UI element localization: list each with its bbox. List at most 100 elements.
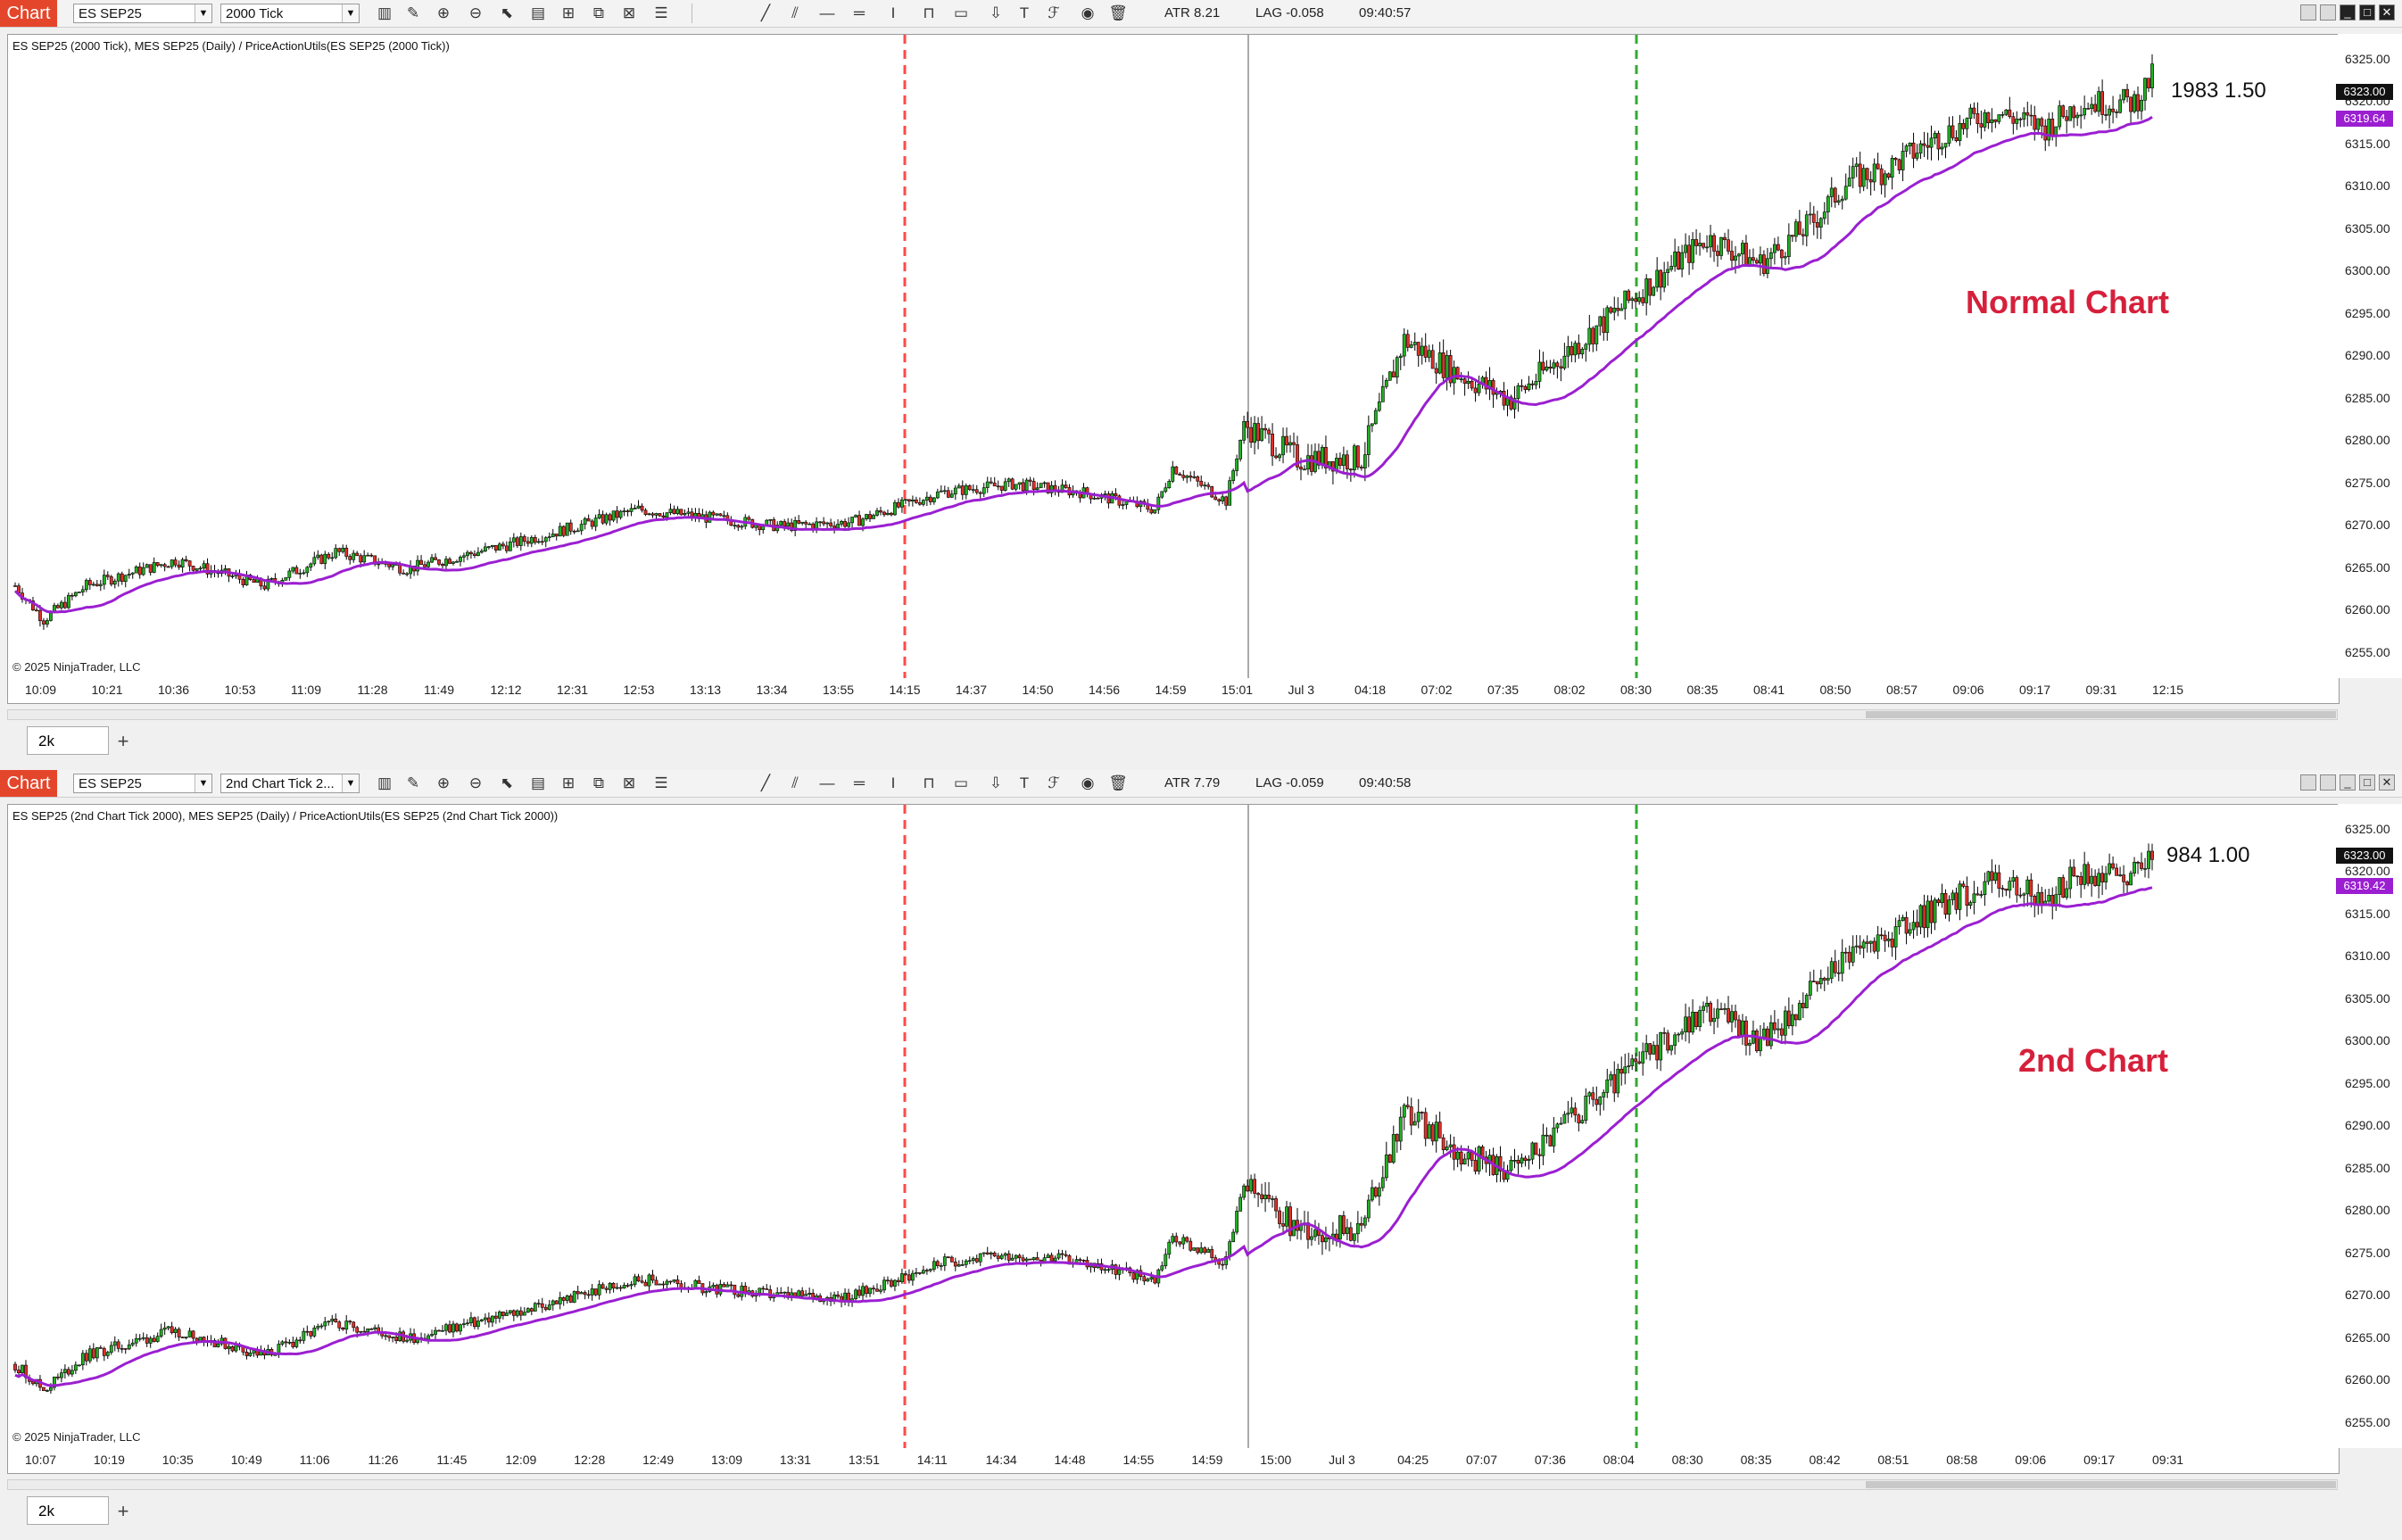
horizontal-line-icon[interactable]: —: [819, 4, 835, 21]
chevron-down-icon[interactable]: ▼: [342, 774, 359, 792]
candle-body: [1677, 251, 1681, 269]
indicators-icon[interactable]: ⊠: [622, 4, 636, 21]
text-tool-icon[interactable]: T: [1019, 4, 1030, 21]
candle-body: [1811, 981, 1816, 982]
tile-icon[interactable]: [2320, 774, 2336, 791]
rectangle-icon[interactable]: ▭: [953, 4, 969, 21]
strategies-icon[interactable]: ⧉: [592, 774, 605, 791]
fibonacci-icon[interactable]: ℱ: [1048, 774, 1060, 791]
price-chart[interactable]: [7, 804, 2340, 1450]
candle-body: [1299, 467, 1303, 470]
ray-tool-icon[interactable]: ⫽: [791, 774, 799, 791]
price-chart[interactable]: [7, 34, 2340, 680]
vertical-line-icon[interactable]: Ι: [890, 774, 896, 791]
candle-body: [2125, 882, 2129, 886]
line-tool-icon[interactable]: ╱: [760, 4, 771, 21]
ray-tool-icon[interactable]: ⫽: [791, 4, 799, 21]
arrow-down-icon[interactable]: ⇩: [989, 774, 1003, 791]
candle-body: [105, 575, 110, 577]
interval-selector[interactable]: 2nd Chart Tick 2... ▼: [220, 774, 360, 793]
instrument-selector[interactable]: ES SEP25 ▼: [73, 4, 212, 23]
candle-body: [323, 553, 327, 564]
candle-body: [843, 521, 847, 527]
candle-body: [551, 534, 555, 537]
ruler-icon[interactable]: ⊓: [923, 4, 935, 21]
trash-icon[interactable]: 🗑: [1108, 4, 1128, 21]
candle-body: [593, 517, 598, 527]
eye-icon[interactable]: ◉: [1081, 4, 1095, 21]
candle-body: [643, 1281, 648, 1287]
close-button[interactable]: ✕: [2379, 4, 2395, 21]
candle-body: [1933, 133, 1937, 139]
vertical-line-icon[interactable]: Ι: [890, 4, 896, 21]
candlestick-plot[interactable]: [8, 35, 2339, 679]
price-axis[interactable]: 6325.00 6320.00 6315.00 6310.00 6305.00 6300.…: [2338, 804, 2402, 1448]
fibonacci-icon[interactable]: ℱ: [1048, 4, 1060, 21]
minimize-button[interactable]: _: [2340, 774, 2356, 791]
add-tab-button[interactable]: +: [117, 730, 129, 752]
instrument-selector[interactable]: ES SEP25 ▼: [73, 774, 212, 793]
tab-2k[interactable]: 2k: [27, 1496, 109, 1525]
data-box-icon[interactable]: ▤: [530, 774, 546, 791]
tab-2k[interactable]: 2k: [27, 726, 109, 755]
ruler-icon[interactable]: ⊓: [923, 774, 935, 791]
zoom-in-icon[interactable]: ⊕: [436, 4, 451, 21]
rectangle-icon[interactable]: ▭: [953, 774, 969, 791]
chevron-down-icon[interactable]: ▼: [342, 4, 359, 22]
maximize-button[interactable]: □: [2359, 4, 2375, 21]
templates-icon[interactable]: ☰: [654, 774, 668, 791]
candle-body: [405, 1339, 409, 1342]
time-axis[interactable]: [7, 678, 2340, 704]
minimize-button[interactable]: _: [2340, 4, 2356, 21]
candle-body: [2004, 109, 2009, 115]
properties-icon[interactable]: ⊞: [561, 4, 576, 21]
price-axis[interactable]: 6325.00 6320.00 6315.00 6310.00 6305.00 6300.…: [2338, 34, 2402, 678]
arrow-down-icon[interactable]: ⇩: [989, 4, 1003, 21]
properties-icon[interactable]: ⊞: [561, 774, 576, 791]
eye-icon[interactable]: ◉: [1081, 774, 1095, 791]
extended-line-icon[interactable]: ═: [853, 774, 866, 791]
candle-body: [1808, 981, 1812, 996]
candle-body: [957, 1264, 961, 1267]
line-tool-icon[interactable]: ╱: [760, 774, 771, 791]
text-tool-icon[interactable]: T: [1019, 774, 1030, 791]
candle-body: [1822, 211, 1826, 219]
chevron-down-icon[interactable]: ▼: [195, 774, 211, 792]
candle-body: [1983, 112, 1987, 128]
horizontal-scrollbar[interactable]: [7, 1479, 2338, 1490]
zoom-out-icon[interactable]: ⊖: [468, 4, 483, 21]
scroll-thumb[interactable]: [1866, 1481, 2336, 1488]
candle-body: [1042, 482, 1047, 484]
scroll-thumb[interactable]: [1866, 711, 2336, 718]
chart-menu-button[interactable]: Chart: [0, 770, 57, 797]
bar-type-icon[interactable]: ▥: [377, 774, 393, 791]
strategies-icon[interactable]: ⧉: [592, 4, 605, 21]
maximize-button[interactable]: □: [2359, 774, 2375, 791]
pointer-icon[interactable]: ⬉: [500, 4, 514, 21]
candle-body: [957, 485, 961, 489]
pencil-icon[interactable]: ✎: [406, 4, 420, 21]
bar-type-icon[interactable]: ▥: [377, 4, 393, 21]
trash-icon[interactable]: 🗑: [1108, 774, 1128, 791]
data-box-icon[interactable]: ▤: [530, 4, 546, 21]
restore-icon[interactable]: [2300, 774, 2316, 791]
zoom-out-icon[interactable]: ⊖: [468, 774, 483, 791]
interval-selector[interactable]: 2000 Tick ▼: [220, 4, 360, 23]
candle-body: [668, 1280, 673, 1283]
extended-line-icon[interactable]: ═: [853, 4, 866, 21]
horizontal-scrollbar[interactable]: [7, 709, 2338, 720]
horizontal-line-icon[interactable]: —: [819, 774, 835, 791]
restore-icon[interactable]: [2300, 4, 2316, 21]
add-tab-button[interactable]: +: [117, 1500, 129, 1522]
tile-icon[interactable]: [2320, 4, 2336, 21]
templates-icon[interactable]: ☰: [654, 4, 668, 21]
close-button[interactable]: ✕: [2379, 774, 2395, 791]
candlestick-plot[interactable]: [8, 805, 2339, 1449]
pencil-icon[interactable]: ✎: [406, 774, 420, 791]
chart-menu-button[interactable]: Chart: [0, 0, 57, 27]
chevron-down-icon[interactable]: ▼: [195, 4, 211, 22]
zoom-in-icon[interactable]: ⊕: [436, 774, 451, 791]
indicators-icon[interactable]: ⊠: [622, 774, 636, 791]
time-axis[interactable]: [7, 1448, 2340, 1474]
pointer-icon[interactable]: ⬉: [500, 774, 514, 791]
